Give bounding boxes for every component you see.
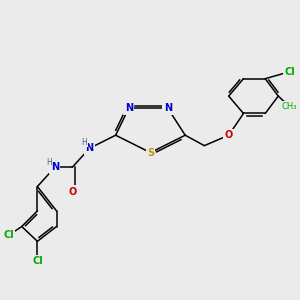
Text: O: O xyxy=(225,130,233,140)
Text: CH₃: CH₃ xyxy=(282,102,297,111)
Text: O: O xyxy=(68,187,76,197)
Text: N: N xyxy=(124,103,133,113)
Text: N: N xyxy=(51,162,59,172)
Text: Cl: Cl xyxy=(3,230,14,240)
Text: Cl: Cl xyxy=(32,256,43,266)
Text: S: S xyxy=(147,148,154,158)
Text: N: N xyxy=(164,103,172,113)
Text: Cl: Cl xyxy=(284,67,295,77)
Text: H: H xyxy=(82,138,87,147)
Text: N: N xyxy=(85,143,94,153)
Text: H: H xyxy=(46,158,52,167)
